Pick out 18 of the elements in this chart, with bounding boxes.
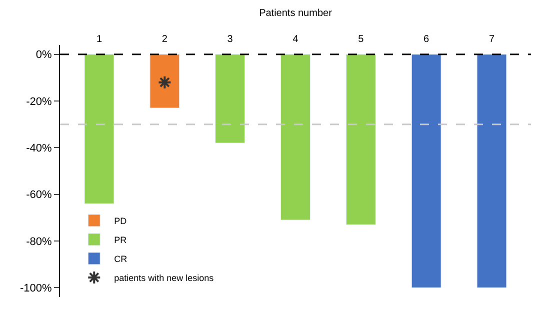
x-tick-label: 1 <box>96 34 102 45</box>
legend-label: patients with new lesions <box>114 272 214 283</box>
x-tick-label: 5 <box>358 34 364 45</box>
y-tick-label: -100% <box>20 282 52 295</box>
y-tick-label: -20% <box>26 96 52 108</box>
x-axis-title: Patients number <box>259 8 333 19</box>
y-tick-label: -80% <box>26 236 52 248</box>
y-tick-label: 0% <box>36 49 52 62</box>
x-tick-label: 3 <box>227 34 234 45</box>
y-tick-label: -40% <box>26 142 52 155</box>
y-tick-label: -60% <box>26 189 52 202</box>
legend-label: PR <box>114 234 128 245</box>
x-tick-label: 6 <box>424 34 430 45</box>
x-tick-label: 7 <box>488 34 495 45</box>
legend-label: PD <box>114 216 128 226</box>
x-tick-label: 2 <box>162 34 168 45</box>
x-tick-label: 4 <box>292 34 299 45</box>
legend-label: CR <box>114 254 128 264</box>
